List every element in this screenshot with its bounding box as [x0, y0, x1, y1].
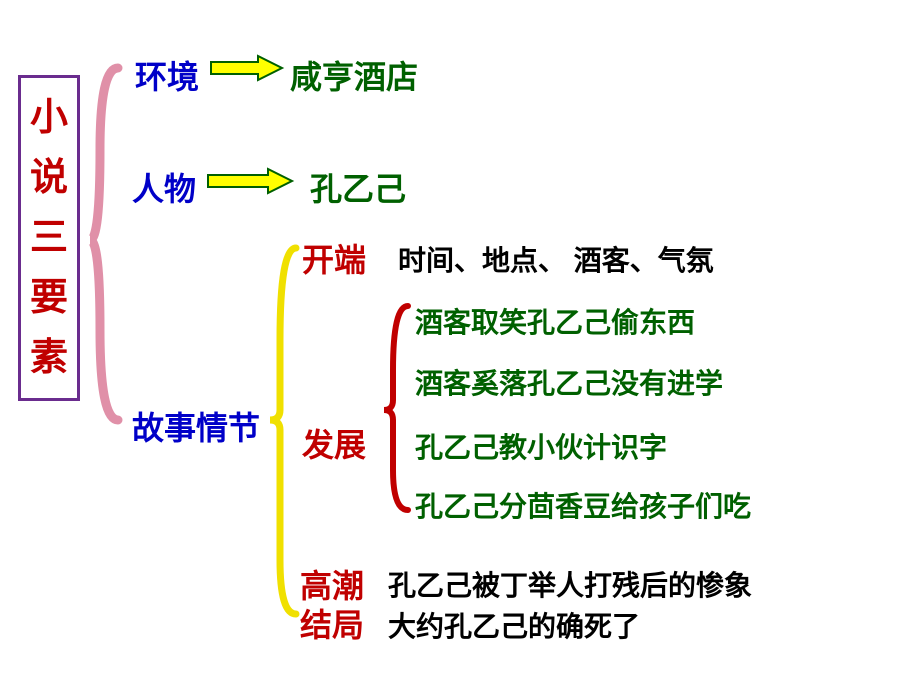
plot-end-detail: 大约孔乙己的确死了 — [388, 605, 640, 645]
plot-bracket — [270, 248, 296, 614]
title-char: 三 — [21, 208, 77, 268]
title-box: 小 说 三 要 素 — [18, 75, 80, 401]
develop-item: 酒客奚落孔乙己没有进学 — [415, 362, 723, 402]
environment-value: 咸亨酒店 — [290, 52, 418, 98]
arrow-icon — [208, 169, 292, 193]
plot-end-label: 结局 — [300, 600, 364, 646]
arrow-icon — [211, 56, 282, 80]
develop-bracket — [384, 306, 408, 510]
title-char: 要 — [21, 268, 77, 328]
develop-item: 孔乙己教小伙计识字 — [415, 426, 667, 466]
plot-begin-label: 开端 — [302, 235, 366, 281]
develop-item: 酒客取笑孔乙己偷东西 — [415, 301, 695, 341]
character-label: 人物 — [132, 164, 196, 210]
plot-label: 故事情节 — [132, 403, 260, 449]
develop-item: 孔乙己分茴香豆给孩子们吃 — [415, 485, 751, 525]
character-value: 孔乙己 — [310, 164, 406, 210]
environment-label: 环境 — [135, 52, 199, 98]
title-char: 说 — [21, 148, 77, 208]
title-char: 素 — [21, 328, 77, 388]
title-char: 小 — [21, 88, 77, 148]
main-bracket — [90, 68, 118, 420]
plot-climax-detail: 孔乙己被丁举人打残后的惨象 — [388, 564, 752, 604]
plot-develop-label: 发展 — [302, 420, 366, 466]
plot-begin-detail: 时间、地点、 酒客、气氛 — [398, 239, 714, 279]
